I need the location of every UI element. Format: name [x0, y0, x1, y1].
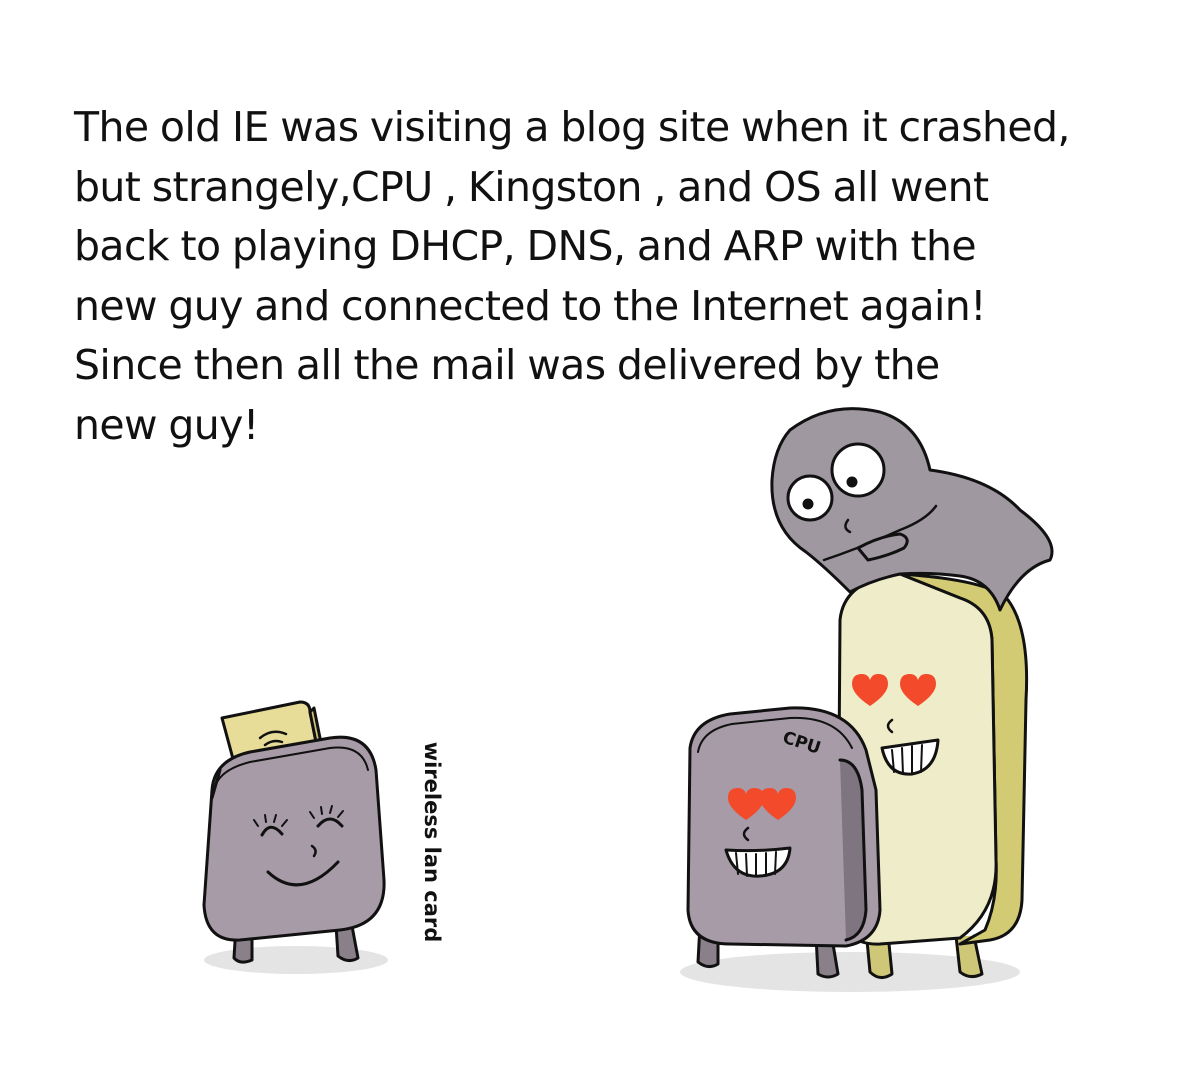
heart-icon [728, 788, 764, 820]
group-shadow [680, 952, 1020, 992]
wireless-lan-card-label-text: wireless lan card [420, 741, 444, 943]
wireless-lan-card-character [202, 700, 386, 964]
os-ghost-character [770, 407, 1054, 612]
comic-caption: The old IE was visiting a blog site when… [74, 98, 1164, 455]
heart-icon [900, 674, 936, 706]
wireless-card-shadow [204, 946, 388, 974]
cpu-character [686, 706, 882, 979]
caption-line: but strangely,CPU , Kingston , and OS al… [74, 162, 989, 211]
caption-line: new guy! [74, 400, 259, 449]
caption-line: back to playing DHCP, DNS, and ARP with … [74, 222, 977, 270]
caption-line: new guy and connected to the Internet ag… [74, 281, 987, 330]
heart-icon [852, 674, 888, 706]
caption-line: Since then all the mail was delivered by… [74, 341, 940, 389]
heart-icon [760, 788, 796, 820]
caption-line: The old IE was visiting a blog site when… [74, 103, 1070, 151]
wireless-lan-card-label: wireless lan card [420, 728, 444, 956]
